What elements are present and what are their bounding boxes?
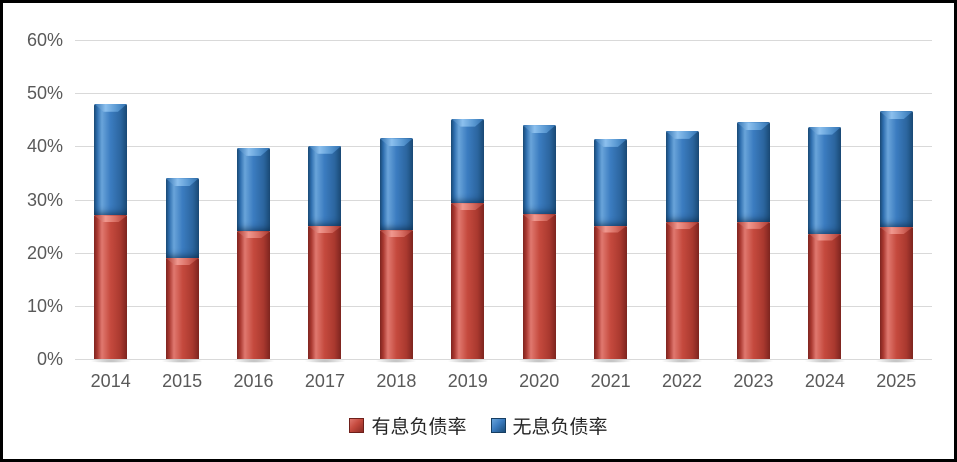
legend-item-interest-free-debt: 无息负债率 [490, 412, 608, 439]
bar-segment-2017-blue [308, 145, 342, 227]
x-tick-label-2023: 2023 [733, 371, 774, 391]
bar-base-shadow [89, 359, 132, 363]
bar-base-shadow [875, 359, 918, 363]
legend-swatch-blue-icon [490, 418, 506, 433]
y-tick-label: 20% [26, 242, 63, 263]
gridline [75, 359, 932, 360]
bar-segment-2019-red [451, 203, 485, 359]
legend-swatch-red-icon [349, 418, 365, 433]
bar-segment-2015-blue [165, 178, 199, 258]
bar-segment-2022-blue [665, 130, 699, 223]
bar-cap-red [736, 221, 770, 229]
bar-cap-blue [808, 126, 842, 135]
x-tick-label-2015: 2015 [162, 371, 203, 391]
gridline [75, 252, 932, 254]
bar-base-shadow [303, 359, 346, 363]
y-tick-label: 50% [26, 83, 63, 104]
x-tick-label-2016: 2016 [233, 371, 274, 391]
bar-cap-blue [165, 178, 199, 187]
x-tick-label-2020: 2020 [519, 371, 560, 391]
y-tick-label: 10% [26, 295, 63, 316]
bar-cap-red [308, 226, 342, 234]
bar-cap-red [665, 222, 699, 230]
bar-cap-blue [94, 103, 128, 112]
bar-segment-2016-red [237, 231, 271, 359]
bar-segment-2025-blue [879, 111, 913, 228]
y-tick-label: 30% [26, 189, 63, 210]
bar-cap-red [165, 257, 199, 265]
bar-segment-2021-blue [594, 138, 628, 226]
bar-segment-2024-blue [808, 126, 842, 234]
y-tick-label: 40% [26, 136, 63, 157]
gridline [75, 305, 932, 307]
bar-segment-2014-blue [94, 103, 128, 216]
bar-base-shadow [446, 359, 489, 363]
bar-cap-blue [308, 145, 342, 154]
bar-base-shadow [161, 359, 204, 363]
bar-cap-blue [594, 138, 628, 147]
bar-cap-red [594, 225, 628, 233]
x-tick-label-2025: 2025 [876, 371, 917, 391]
bar-cap-red [879, 227, 913, 235]
bar-segment-2015-red [165, 257, 199, 359]
bar-base-shadow [518, 359, 561, 363]
bar-cap-red [451, 203, 485, 211]
bar-cap-blue [522, 125, 556, 134]
legend: 有息负债率 无息负债率 [3, 412, 954, 439]
bar-cap-red [237, 231, 271, 239]
bar-base-shadow [732, 359, 775, 363]
bar-cap-blue [665, 130, 699, 139]
bar-cap-blue [237, 147, 271, 156]
bar-segment-2025-red [879, 227, 913, 359]
gridline [75, 199, 932, 201]
y-tick-label: 60% [26, 30, 63, 50]
bar-cap-blue [379, 138, 413, 147]
bar-base-shadow [232, 359, 275, 363]
bar-segment-2024-red [808, 233, 842, 359]
x-tick-label-2017: 2017 [304, 371, 345, 391]
bar-segment-2023-red [736, 221, 770, 359]
x-tick-label-2021: 2021 [590, 371, 631, 391]
bar-segment-2017-red [308, 226, 342, 359]
x-tick-label-2014: 2014 [90, 371, 131, 391]
bar-cap-red [379, 230, 413, 238]
bar-segment-2021-red [594, 225, 628, 359]
gridline [75, 146, 932, 148]
bar-base-shadow [803, 359, 846, 363]
x-tick-label-2019: 2019 [447, 371, 488, 391]
bar-cap-blue [451, 118, 485, 127]
bar-cap-red [94, 215, 128, 223]
gridline [75, 93, 932, 95]
bar-cap-red [808, 233, 842, 241]
bar-base-shadow [661, 359, 704, 363]
bar-segment-2023-blue [736, 122, 770, 222]
bar-segment-2020-blue [522, 125, 556, 215]
bar-segment-2022-red [665, 222, 699, 359]
gridline [75, 40, 932, 41]
legend-label-interest-free-debt: 无息负债率 [512, 417, 608, 438]
bar-segment-2019-blue [451, 118, 485, 204]
bar-base-shadow [589, 359, 632, 363]
bar-base-shadow [375, 359, 418, 363]
x-tick-label-2022: 2022 [662, 371, 703, 391]
bar-cap-red [522, 214, 556, 222]
x-tick-label-2024: 2024 [804, 371, 845, 391]
y-tick-label: 0% [36, 349, 63, 369]
bar-segment-2014-red [94, 215, 128, 359]
x-tick-label-2018: 2018 [376, 371, 417, 391]
legend-label-interest-bearing-debt: 有息负债率 [371, 417, 467, 438]
bar-cap-blue [879, 111, 913, 120]
bar-cap-blue [736, 122, 770, 131]
bar-segment-2018-blue [379, 138, 413, 231]
legend-item-interest-bearing-debt: 有息负债率 [349, 412, 467, 439]
bar-segment-2016-blue [237, 147, 271, 232]
bar-segment-2018-red [379, 230, 413, 359]
bar-segment-2020-red [522, 214, 556, 359]
